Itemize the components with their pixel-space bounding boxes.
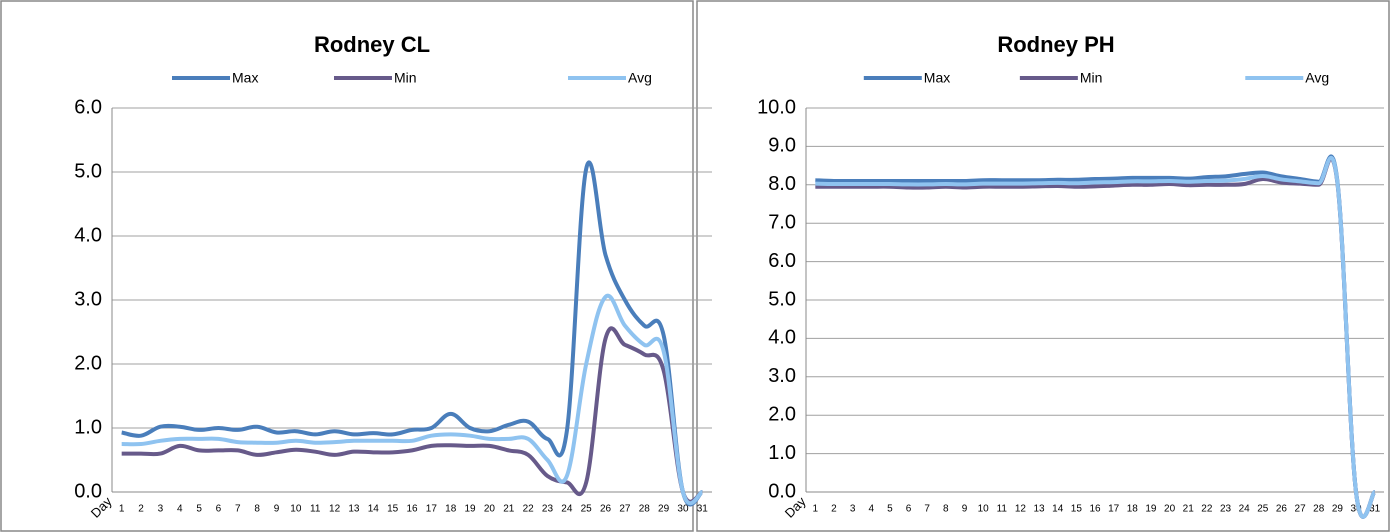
y-tick-label: 2.0: [74, 352, 102, 374]
data-line: [815, 155, 1377, 519]
x-tick-label: 21: [1183, 504, 1195, 515]
x-tick-label: 29: [658, 504, 670, 515]
x-tick-label: 10: [290, 504, 302, 515]
x-tick-label: 20: [1164, 504, 1176, 515]
x-tick-label: 25: [581, 504, 593, 515]
x-tick-label: 24: [561, 504, 573, 515]
x-tick-label: 16: [406, 504, 418, 515]
x-tick-label: 22: [1201, 504, 1213, 515]
x-tick-label: 31: [697, 504, 709, 515]
y-tick-label: 1.0: [768, 442, 796, 464]
x-tick-label: 27: [619, 504, 631, 515]
x-tick-label: 8: [943, 504, 949, 515]
x-tick-label: 26: [600, 504, 612, 515]
legend-label: Avg: [1305, 70, 1329, 86]
data-line: [121, 293, 704, 506]
x-tick-label: 22: [523, 504, 535, 515]
x-tick-label: 13: [348, 504, 360, 515]
x-tick-label: 3: [850, 504, 856, 515]
x-tick-label: 24: [1239, 504, 1251, 515]
data-line: [815, 154, 1377, 519]
x-tick-label: 6: [216, 504, 222, 515]
y-tick-label: 5.0: [74, 160, 102, 182]
data-line: [121, 326, 704, 504]
x-tick-label: 23: [1220, 504, 1232, 515]
x-tick-label: 7: [235, 504, 241, 515]
chart-title: Rodney PH: [997, 32, 1114, 57]
x-tick-label: 14: [368, 504, 380, 515]
x-tick-label: 29: [1332, 504, 1344, 515]
x-tick-label: 28: [1313, 504, 1325, 515]
x-tick-label: 10: [978, 504, 990, 515]
x-tick-label: 11: [997, 504, 1008, 515]
y-tick-label: 4.0: [74, 224, 102, 246]
x-tick-label: 18: [445, 504, 457, 515]
x-tick-label: 20: [484, 504, 496, 515]
y-tick-label: 7.0: [768, 211, 796, 233]
x-tick-label: 23: [542, 504, 554, 515]
x-tick-label: 9: [274, 504, 280, 515]
x-tick-label: 25: [1257, 504, 1269, 515]
y-tick-label: 2.0: [768, 403, 796, 425]
legend-label: Avg: [628, 70, 652, 86]
legend-label: Max: [924, 70, 950, 86]
x-tick-label: 17: [426, 504, 438, 515]
x-tick-label: 31: [1369, 504, 1381, 515]
x-tick-label: 27: [1295, 504, 1307, 515]
y-tick-label: 0.0: [768, 480, 796, 502]
x-tick-label: 12: [329, 504, 341, 515]
x-tick-label: 6: [906, 504, 912, 515]
chart-panel: [696, 0, 1390, 532]
x-tick-label: 19: [1145, 504, 1157, 515]
y-tick-label: 4.0: [768, 327, 796, 349]
x-tick-label: 17: [1108, 504, 1120, 515]
x-tick-label: 26: [1276, 504, 1288, 515]
x-tick-label: 21: [503, 504, 515, 515]
y-tick-label: 9.0: [768, 135, 796, 157]
y-tick-label: 10.0: [757, 96, 796, 118]
x-tick-label: 2: [831, 504, 837, 515]
legend-label: Min: [1080, 70, 1103, 86]
x-tick-label: 19: [465, 504, 477, 515]
y-tick-label: 3.0: [768, 365, 796, 387]
x-tick-label: 13: [1034, 504, 1046, 515]
data-line: [815, 156, 1377, 519]
x-tick-label: 3: [158, 504, 164, 515]
x-tick-label: 30: [677, 504, 689, 515]
x-tick-label: 18: [1127, 504, 1139, 515]
x-tick-label: 7: [924, 504, 930, 515]
x-tick-label: 28: [639, 504, 651, 515]
y-tick-label: 3.0: [74, 288, 102, 310]
x-tick-label: 14: [1052, 504, 1064, 515]
y-tick-label: 6.0: [768, 250, 796, 272]
x-tick-label: 8: [254, 504, 260, 515]
x-tick-label: 4: [177, 504, 183, 515]
x-tick-label: 30: [1350, 504, 1362, 515]
x-tick-label: 1: [813, 504, 819, 515]
x-tick-label: 5: [887, 504, 893, 515]
x-tick-label: 2: [138, 504, 144, 515]
x-tick-label: 11: [310, 504, 321, 515]
x-tick-label: 15: [387, 504, 399, 515]
legend-label: Max: [232, 70, 258, 86]
y-tick-label: 0.0: [74, 480, 102, 502]
data-line: [121, 160, 704, 507]
chart-title: Rodney CL: [314, 32, 430, 57]
x-tick-label: 5: [196, 504, 202, 515]
y-tick-label: 8.0: [768, 173, 796, 195]
x-tick-label: 16: [1089, 504, 1101, 515]
x-tick-label: 1: [119, 504, 125, 515]
y-tick-label: 5.0: [768, 288, 796, 310]
legend-label: Min: [394, 70, 417, 86]
y-tick-label: 1.0: [74, 416, 102, 438]
x-tick-label: 12: [1015, 504, 1027, 515]
x-tick-label: 15: [1071, 504, 1083, 515]
x-tick-label: 4: [868, 504, 874, 515]
y-tick-label: 6.0: [74, 96, 102, 118]
x-tick-label: 9: [962, 504, 968, 515]
